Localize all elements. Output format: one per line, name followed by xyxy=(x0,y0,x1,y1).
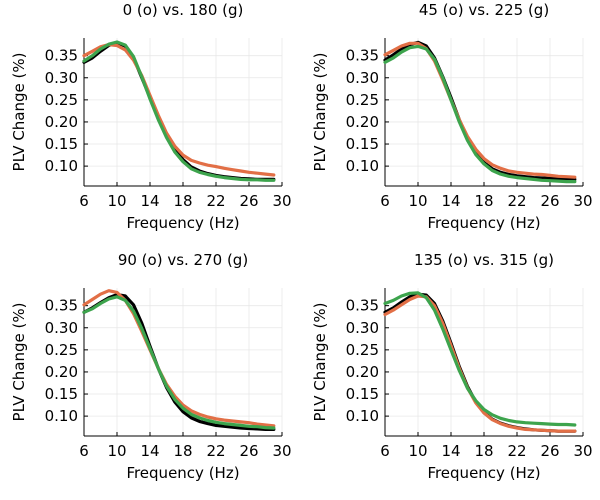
x-tick-label: 26 xyxy=(239,442,258,460)
x-tick-label: 22 xyxy=(206,442,225,460)
y-tick-label: 0.35 xyxy=(346,47,379,65)
chart-panel: 6 10 14 18 22 26 30 0.10 0.15 0.20 0.25 0.30 0.35 45 … xyxy=(311,1,593,232)
chart-panel: 6 10 14 18 22 26 30 0.10 0.15 0.20 0.25 0.30 0.35 135… xyxy=(311,251,593,482)
x-tick-label: 22 xyxy=(206,192,225,210)
series-line xyxy=(82,295,276,430)
x-tick-label: 14 xyxy=(441,442,460,460)
x-tick-label: 30 xyxy=(573,192,592,210)
y-tick-label: 0.15 xyxy=(45,135,78,153)
y-tick-label: 0.30 xyxy=(45,69,78,87)
series-line xyxy=(383,41,577,179)
x-tick-label: 18 xyxy=(173,442,192,460)
chart-panel: 6 10 14 18 22 26 30 0.10 0.15 0.20 0.25 0.30 0.35 0 (… xyxy=(10,1,292,232)
grid xyxy=(83,288,283,436)
panel-title: 135 (o) vs. 315 (g) xyxy=(414,251,554,269)
x-tick-label: 26 xyxy=(540,192,559,210)
x-tick-label: 18 xyxy=(474,442,493,460)
y-axis-label: PLV Change (%) xyxy=(311,303,329,422)
y-tick-label: 0.20 xyxy=(45,363,78,381)
y-tick-label: 0.15 xyxy=(346,385,379,403)
x-tick-label: 14 xyxy=(140,442,159,460)
y-tick-label: 0.15 xyxy=(45,385,78,403)
y-tick-label: 0.25 xyxy=(45,91,78,109)
x-tick-label: 10 xyxy=(408,192,427,210)
x-tick-label: 10 xyxy=(107,192,126,210)
y-tick-label: 0.25 xyxy=(45,341,78,359)
y-tick-label: 0.25 xyxy=(346,91,379,109)
y-tick-label: 0.10 xyxy=(346,157,379,175)
panel-title: 90 (o) vs. 270 (g) xyxy=(118,251,248,269)
y-axis-label: PLV Change (%) xyxy=(311,53,329,172)
y-tick-label: 0.30 xyxy=(45,319,78,337)
x-tick-label: 14 xyxy=(140,192,159,210)
y-tick-label: 0.10 xyxy=(45,157,78,175)
x-tick-label: 26 xyxy=(540,442,559,460)
x-axis-label: Frequency (Hz) xyxy=(126,464,239,482)
y-tick-label: 0.10 xyxy=(346,407,379,425)
x-axis-label: Frequency (Hz) xyxy=(427,464,540,482)
x-tick-label: 6 xyxy=(380,192,390,210)
x-axis-label: Frequency (Hz) xyxy=(427,214,540,232)
x-tick-label: 30 xyxy=(272,192,291,210)
y-tick-label: 0.10 xyxy=(45,407,78,425)
x-tick-label: 6 xyxy=(380,442,390,460)
x-tick-label: 18 xyxy=(474,192,493,210)
y-tick-label: 0.20 xyxy=(45,113,78,131)
y-tick-label: 0.15 xyxy=(346,135,379,153)
grid xyxy=(384,288,584,436)
x-tick-label: 6 xyxy=(79,442,89,460)
y-tick-label: 0.30 xyxy=(346,69,379,87)
grid xyxy=(83,38,283,186)
series-line xyxy=(82,42,276,177)
x-tick-label: 10 xyxy=(408,442,427,460)
y-tick-label: 0.35 xyxy=(346,297,379,315)
y-tick-label: 0.20 xyxy=(346,113,379,131)
series-line xyxy=(383,294,577,433)
series-line xyxy=(82,293,276,431)
y-tick-label: 0.35 xyxy=(45,297,78,315)
y-tick-label: 0.30 xyxy=(346,319,379,337)
x-tick-label: 10 xyxy=(107,442,126,460)
chart-panel: 6 10 14 18 22 26 30 0.10 0.15 0.20 0.25 0.30 0.35 90 … xyxy=(10,251,292,482)
x-tick-label: 22 xyxy=(507,442,526,460)
x-tick-label: 14 xyxy=(441,192,460,210)
series-line xyxy=(383,291,577,427)
x-axis-label: Frequency (Hz) xyxy=(126,214,239,232)
x-tick-label: 18 xyxy=(173,192,192,210)
x-tick-label: 30 xyxy=(272,442,291,460)
y-tick-label: 0.20 xyxy=(346,363,379,381)
x-tick-label: 22 xyxy=(507,192,526,210)
panel-title: 0 (o) vs. 180 (g) xyxy=(123,1,244,19)
y-axis-label: PLV Change (%) xyxy=(10,303,28,422)
series-line xyxy=(383,44,577,184)
series-line xyxy=(383,292,577,433)
series-line xyxy=(82,289,276,428)
y-tick-label: 0.25 xyxy=(346,341,379,359)
y-tick-label: 0.35 xyxy=(45,47,78,65)
y-axis-label: PLV Change (%) xyxy=(10,53,28,172)
x-tick-label: 6 xyxy=(79,192,89,210)
panel-title: 45 (o) vs. 225 (g) xyxy=(419,1,549,19)
x-tick-label: 26 xyxy=(239,192,258,210)
x-tick-label: 30 xyxy=(573,442,592,460)
series-line xyxy=(82,40,276,182)
